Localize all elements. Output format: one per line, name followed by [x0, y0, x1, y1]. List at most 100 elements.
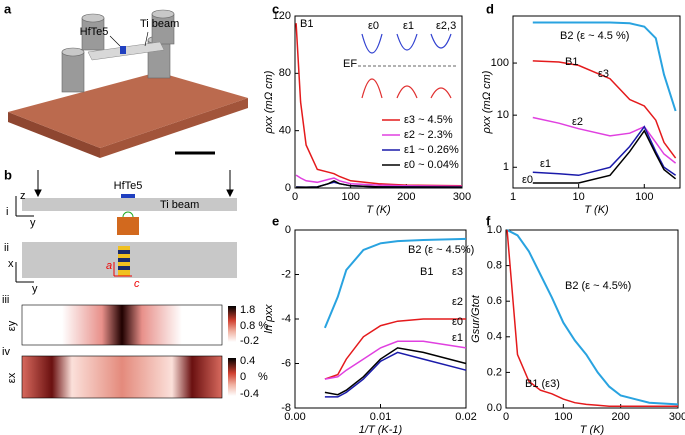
- panel-label: e: [272, 213, 279, 228]
- panel-label: b: [4, 167, 12, 182]
- x-tick-label: 10: [573, 191, 585, 203]
- y-tick-label: 0: [285, 182, 291, 194]
- x-tick-label: 1: [510, 191, 516, 203]
- y-tick-label: 1: [503, 161, 509, 173]
- y-axis-label: ρxx (mΩ cm): [263, 70, 275, 134]
- series-line: [296, 179, 463, 189]
- x-tick-label: 0.02: [455, 411, 476, 423]
- x-tick-label: 100: [635, 191, 653, 203]
- panel-label: a: [4, 1, 12, 16]
- colorbar-tick: 0.8 %: [240, 320, 268, 332]
- series-line: [532, 129, 677, 184]
- y-axis-label: ln ρxx: [263, 304, 275, 333]
- map-label: εx: [6, 372, 18, 383]
- row-label: iii: [2, 294, 9, 306]
- y-tick-label: 40: [279, 125, 291, 137]
- y-tick-label: -8: [281, 402, 291, 414]
- x-tick-label: 300: [453, 191, 471, 203]
- annotation: B1: [300, 18, 313, 30]
- colorbar-tick: 0.4: [240, 355, 255, 367]
- series-line: [324, 318, 466, 380]
- series-line: [532, 21, 677, 112]
- series-label: ε2: [452, 296, 463, 308]
- x-tick-label: 100: [554, 411, 572, 423]
- series-label: ε3: [598, 68, 609, 80]
- series-label: B2 (ε ~ 4.5 %): [560, 30, 629, 42]
- panel-label: c: [272, 1, 279, 16]
- x-tick-label: 200: [611, 411, 629, 423]
- plot-frame: [505, 229, 679, 409]
- series-line: [295, 23, 463, 187]
- y-axis-label: Gsur/Gtot: [470, 294, 482, 343]
- colorbar-unit: %: [258, 371, 268, 383]
- x-tick-label: 0.01: [370, 411, 391, 423]
- annotation: B1: [420, 266, 433, 278]
- series-label: B2 (ε ~ 4.5%): [565, 280, 631, 292]
- axis-label: y: [32, 283, 38, 295]
- y-tick-label: 100: [491, 57, 509, 69]
- colorbar-tick: -0.4: [240, 388, 259, 400]
- legend-label: ε2 ~ 2.3%: [404, 129, 453, 141]
- series-line: [506, 229, 678, 407]
- panel-label: f: [486, 213, 491, 228]
- legend-label: ε1 ~ 0.26%: [404, 144, 459, 156]
- axis-label: x: [8, 258, 14, 270]
- series-line: [323, 237, 467, 329]
- series-line: [324, 347, 467, 396]
- annotation: ε1: [403, 20, 414, 32]
- row-label: i: [6, 206, 8, 218]
- x-axis-label: T (K): [366, 204, 391, 216]
- annotation: ε2,3: [436, 20, 456, 32]
- series-line: [295, 174, 463, 188]
- y-tick-label: -4: [281, 313, 291, 325]
- y-tick-label: 0.4: [487, 331, 502, 343]
- x-axis-label: T (K): [584, 204, 609, 216]
- x-axis-label: 1/T (K-1): [359, 424, 403, 435]
- plot-frame: [294, 15, 463, 189]
- series-line: [532, 125, 677, 177]
- x-tick-label: 0.00: [284, 411, 305, 423]
- y-tick-label: 1.0: [487, 224, 502, 236]
- series-label: B1 (ε3): [525, 378, 560, 390]
- band-inset: [358, 33, 456, 99]
- series-label: ε0: [452, 316, 463, 328]
- beam-label: Ti beam: [160, 199, 199, 211]
- series-label: B2 (ε ~ 4.5%): [408, 244, 474, 256]
- y-tick-label: 10: [497, 109, 509, 121]
- y-tick-label: 0.8: [487, 260, 502, 272]
- legend-label: ε3 ~ 4.5%: [404, 114, 453, 126]
- legend-label: ε0 ~ 0.04%: [404, 159, 459, 171]
- crystal-axis: c: [134, 278, 140, 290]
- row-label: iv: [2, 346, 10, 358]
- beam-label: Ti beam: [140, 18, 179, 30]
- row-label: ii: [4, 242, 9, 254]
- axis-label: y: [30, 217, 36, 229]
- stage-render: [8, 9, 248, 158]
- annotation: ε0: [368, 20, 379, 32]
- colorbar-tick: 1.8: [240, 304, 255, 316]
- bending-schematic: [15, 170, 237, 399]
- x-tick-label: 300: [669, 411, 685, 423]
- y-tick-label: 0.6: [487, 295, 502, 307]
- sample-label: HfTe5: [80, 26, 109, 38]
- y-tick-label: -2: [281, 268, 291, 280]
- annotation: B1: [565, 56, 578, 68]
- series-label: ε1: [540, 158, 551, 170]
- x-tick-label: 200: [397, 191, 415, 203]
- y-tick-label: 120: [273, 10, 291, 22]
- y-tick-label: 0.2: [487, 366, 502, 378]
- crystal-axis: a: [106, 260, 112, 272]
- x-tick-label: 0: [503, 411, 509, 423]
- y-tick-label: 0.0: [487, 402, 502, 414]
- series-label: ε2: [572, 116, 583, 128]
- series-line: [532, 116, 677, 164]
- series-line: [506, 229, 679, 406]
- y-tick-label: -6: [281, 357, 291, 369]
- series-label: ε3: [452, 266, 463, 278]
- map-label: εy: [6, 320, 18, 331]
- series-label: ε0: [522, 174, 533, 186]
- plot-frame: [512, 15, 681, 189]
- y-axis-label: ρxx (mΩ cm): [481, 70, 493, 134]
- sample-label: HfTe5: [114, 180, 143, 192]
